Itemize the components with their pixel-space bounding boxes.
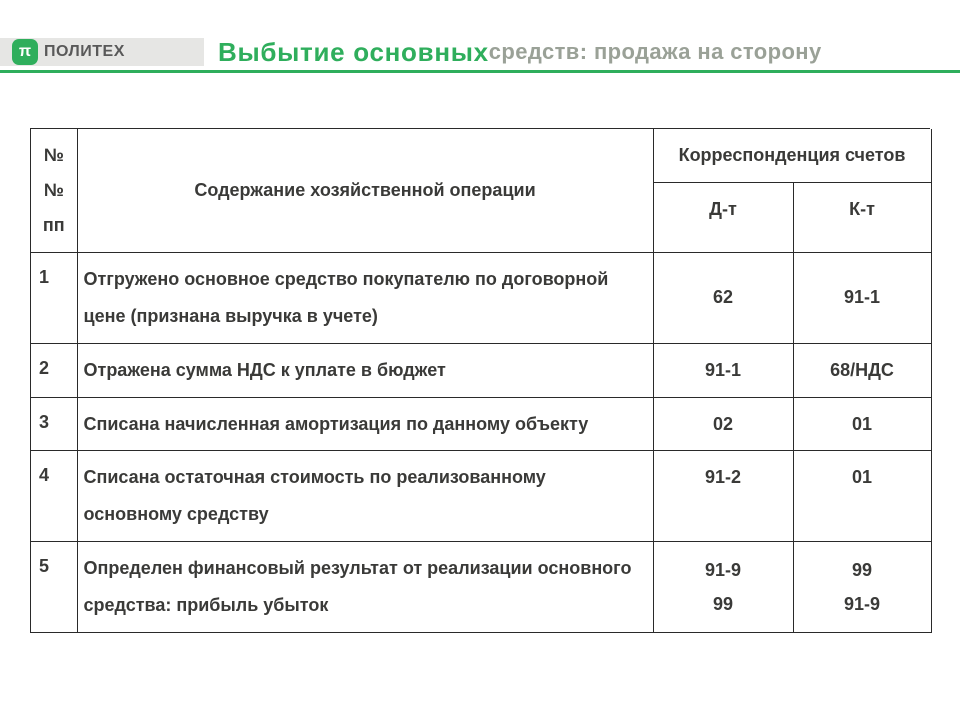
th-dt: Д-т: [653, 182, 793, 252]
title-strong: Выбытие основных: [218, 37, 489, 68]
th-num: № № пп: [31, 129, 77, 252]
cell-kt: 01: [793, 451, 931, 542]
cell-kt: 01: [793, 397, 931, 451]
cell-num: 2: [31, 343, 77, 397]
cell-dt: 91-2: [653, 451, 793, 542]
slide: π ПОЛИТЕХ Выбытие основных средств: прод…: [0, 0, 960, 720]
accounting-table: № № пп Содержание хозяйственной операции…: [30, 128, 930, 633]
cell-num: 1: [31, 252, 77, 343]
cell-dt: 91-9 99: [653, 542, 793, 633]
cell-num: 4: [31, 451, 77, 542]
cell-kt: 68/НДС: [793, 343, 931, 397]
cell-dt: 02: [653, 397, 793, 451]
cell-desc: Списана начисленная амортизация по данно…: [77, 397, 653, 451]
cell-dt: 91-1: [653, 343, 793, 397]
topbar-left: π ПОЛИТЕХ: [0, 38, 204, 66]
table-row: 1 Отгружено основное средство покупателю…: [31, 252, 931, 343]
accent-line: [0, 70, 960, 73]
cell-desc: Отгружено основное средство покупателю п…: [77, 252, 653, 343]
table-row: 2 Отражена сумма НДС к уплате в бюджет 9…: [31, 343, 931, 397]
table-body: 1 Отгружено основное средство покупателю…: [31, 252, 931, 632]
cell-num: 5: [31, 542, 77, 633]
cell-desc: Списана остаточная стоимость по реализов…: [77, 451, 653, 542]
th-desc: Содержание хозяйственной операции: [77, 129, 653, 252]
cell-desc: Определен финансовый результат от реализ…: [77, 542, 653, 633]
title-bar: Выбытие основных средств: продажа на сто…: [204, 38, 960, 66]
brand-text: ПОЛИТЕХ: [44, 43, 125, 61]
pi-icon: π: [12, 39, 38, 65]
cell-num: 3: [31, 397, 77, 451]
logo: π ПОЛИТЕХ: [12, 39, 125, 65]
cell-dt: 62: [653, 252, 793, 343]
table-row: 5 Определен финансовый результат от реал…: [31, 542, 931, 633]
cell-kt: 99 91-9: [793, 542, 931, 633]
cell-kt: 91-1: [793, 252, 931, 343]
table-row: 4 Списана остаточная стоимость по реализ…: [31, 451, 931, 542]
title-rest: средств: продажа на сторону: [489, 39, 822, 65]
th-kt: К-т: [793, 182, 931, 252]
th-group: Корреспонденция счетов: [653, 129, 931, 182]
cell-desc: Отражена сумма НДС к уплате в бюджет: [77, 343, 653, 397]
table-row: 3 Списана начисленная амортизация по дан…: [31, 397, 931, 451]
